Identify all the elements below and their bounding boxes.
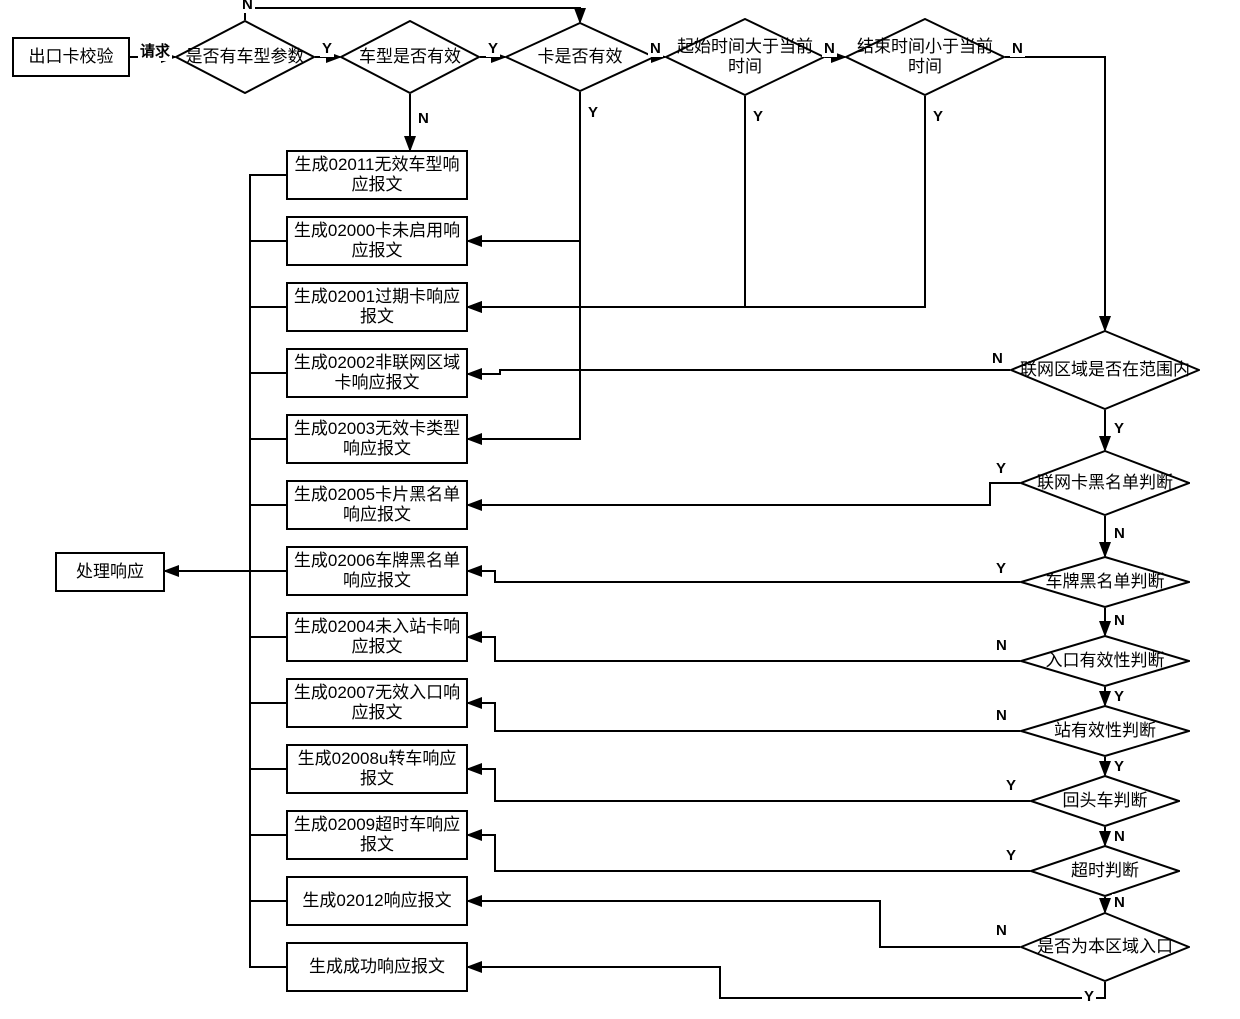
edge-label-25: N [1112, 894, 1127, 911]
edge-11 [468, 96, 925, 307]
node-r02004: 生成02004未入站卡响应报文 [286, 612, 468, 662]
edge-label-7: Y [586, 104, 600, 121]
node-r02000: 生成02000卡未启用响应报文 [286, 216, 468, 266]
edge-label-5: N [240, 0, 255, 13]
node-label: 是否有车型参数 [178, 47, 313, 67]
node-d_area: 联网区域是否在范围内 [1010, 330, 1200, 410]
edge-18 [468, 637, 1020, 661]
edge-label-20: N [994, 707, 1009, 724]
edge-26 [468, 901, 1020, 947]
node-label: 生成02001过期卡响应报文 [290, 287, 464, 328]
edge-24 [468, 835, 1030, 871]
edge-label-22: Y [1004, 777, 1018, 794]
node-label: 生成02011无效车型响应报文 [290, 155, 464, 196]
node-label: 生成02009超时车响应报文 [290, 815, 464, 856]
edge-label-10: N [1010, 40, 1025, 57]
node-label: 入口有效性判断 [1038, 651, 1173, 671]
edge-label-23: N [1112, 828, 1127, 845]
node-d_entryok: 入口有效性判断 [1020, 635, 1190, 687]
node-label: 联网卡黑名单判断 [1029, 473, 1181, 493]
node-label: 联网区域是否在范围内 [1012, 360, 1198, 380]
edge-label-11: Y [931, 108, 945, 125]
node-start: 出口卡校验 [12, 37, 130, 77]
edge-16 [468, 571, 1020, 582]
node-d_vehvalid: 车型是否有效 [340, 20, 480, 94]
edge-label-14: Y [994, 460, 1008, 477]
node-label: 生成成功响应报文 [309, 957, 445, 977]
node-label: 生成02008u转车响应报文 [290, 749, 464, 790]
edge-22 [468, 769, 1030, 801]
edge-label-1: Y [320, 40, 334, 57]
node-label: 生成02005卡片黑名单响应报文 [290, 485, 464, 526]
node-label: 站有效性判断 [1046, 721, 1164, 741]
node-d_end_t: 结束时间小于当前时间 [845, 18, 1005, 96]
edge-20 [468, 703, 1020, 731]
node-d_cardbl: 联网卡黑名单判断 [1020, 450, 1190, 516]
node-label: 生成02002非联网区域卡响应报文 [290, 353, 464, 394]
node-label: 结束时间小于当前时间 [845, 37, 1005, 76]
edge-label-26: N [994, 922, 1009, 939]
node-r02009: 生成02009超时车响应报文 [286, 810, 468, 860]
node-d_staok: 站有效性判断 [1020, 705, 1190, 757]
edge-label-27: Y [1082, 988, 1096, 1005]
node-d_start_t: 起始时间大于当前时间 [665, 18, 825, 96]
node-r02012: 生成02012响应报文 [286, 876, 468, 926]
node-label: 卡是否有效 [530, 47, 631, 67]
edge-label-0: 请求 [138, 40, 172, 61]
edge-label-12: N [990, 350, 1005, 367]
node-r02007: 生成02007无效入口响应报文 [286, 678, 468, 728]
edge-28 [250, 175, 286, 967]
edge-label-9: Y [751, 108, 765, 125]
edge-label-21: Y [1112, 758, 1126, 775]
node-label: 起始时间大于当前时间 [665, 37, 825, 76]
node-label: 生成02004未入站卡响应报文 [290, 617, 464, 658]
node-d_vehparam: 是否有车型参数 [175, 20, 315, 94]
edge-12 [468, 370, 1010, 374]
node-r02011: 生成02011无效车型响应报文 [286, 150, 468, 200]
node-r02001: 生成02001过期卡响应报文 [286, 282, 468, 332]
node-r02003: 生成02003无效卡类型响应报文 [286, 414, 468, 464]
node-label: 车型是否有效 [351, 47, 469, 67]
edge-label-18: N [994, 637, 1009, 654]
edge-label-17: N [1112, 612, 1127, 629]
node-rsucc: 生成成功响应报文 [286, 942, 468, 992]
node-r02005: 生成02005卡片黑名单响应报文 [286, 480, 468, 530]
node-resp: 处理响应 [55, 552, 165, 592]
edge-9 [468, 96, 745, 307]
node-d_timeout: 超时判断 [1030, 845, 1180, 897]
node-label: 处理响应 [76, 562, 144, 582]
node-label: 超时判断 [1063, 861, 1147, 881]
edge-27 [468, 967, 1105, 998]
node-label: 车牌黑名单判断 [1038, 572, 1173, 592]
node-r02006: 生成02006车牌黑名单响应报文 [286, 546, 468, 596]
node-d_local: 是否为本区域入口 [1020, 912, 1190, 982]
edge-label-6: N [416, 110, 431, 127]
edge-label-19: Y [1112, 688, 1126, 705]
edge-label-24: Y [1004, 847, 1018, 864]
flowchart-canvas: 出口卡校验 是否有车型参数 车型是否有效 卡是否有效 起始时间大于当前时间结束时间小于当… [0, 0, 1240, 1019]
node-d_platebl: 车牌黑名单判断 [1020, 556, 1190, 608]
node-label: 生成02000卡未启用响应报文 [290, 221, 464, 262]
node-label: 出口卡校验 [29, 47, 114, 67]
edge-label-13: Y [1112, 420, 1126, 437]
node-d_uturn: 回头车判断 [1030, 775, 1180, 827]
edge-label-16: Y [994, 560, 1008, 577]
node-r02002: 生成02002非联网区域卡响应报文 [286, 348, 468, 398]
node-r02008: 生成02008u转车响应报文 [286, 744, 468, 794]
edge-label-15: N [1112, 525, 1127, 542]
node-label: 生成02007无效入口响应报文 [290, 683, 464, 724]
edge-10 [1005, 57, 1105, 330]
node-label: 生成02006车牌黑名单响应报文 [290, 551, 464, 592]
edge-label-3: N [648, 40, 663, 57]
node-label: 回头车判断 [1055, 791, 1156, 811]
edge-7 [468, 92, 580, 241]
edge-8 [468, 241, 580, 439]
edge-label-4: N [822, 40, 837, 57]
node-label: 生成02003无效卡类型响应报文 [290, 419, 464, 460]
node-label: 生成02012响应报文 [302, 891, 451, 911]
edge-14 [468, 483, 1020, 505]
node-label: 是否为本区域入口 [1029, 937, 1181, 957]
edge-label-2: Y [486, 40, 500, 57]
node-d_cardok: 卡是否有效 [505, 22, 655, 92]
